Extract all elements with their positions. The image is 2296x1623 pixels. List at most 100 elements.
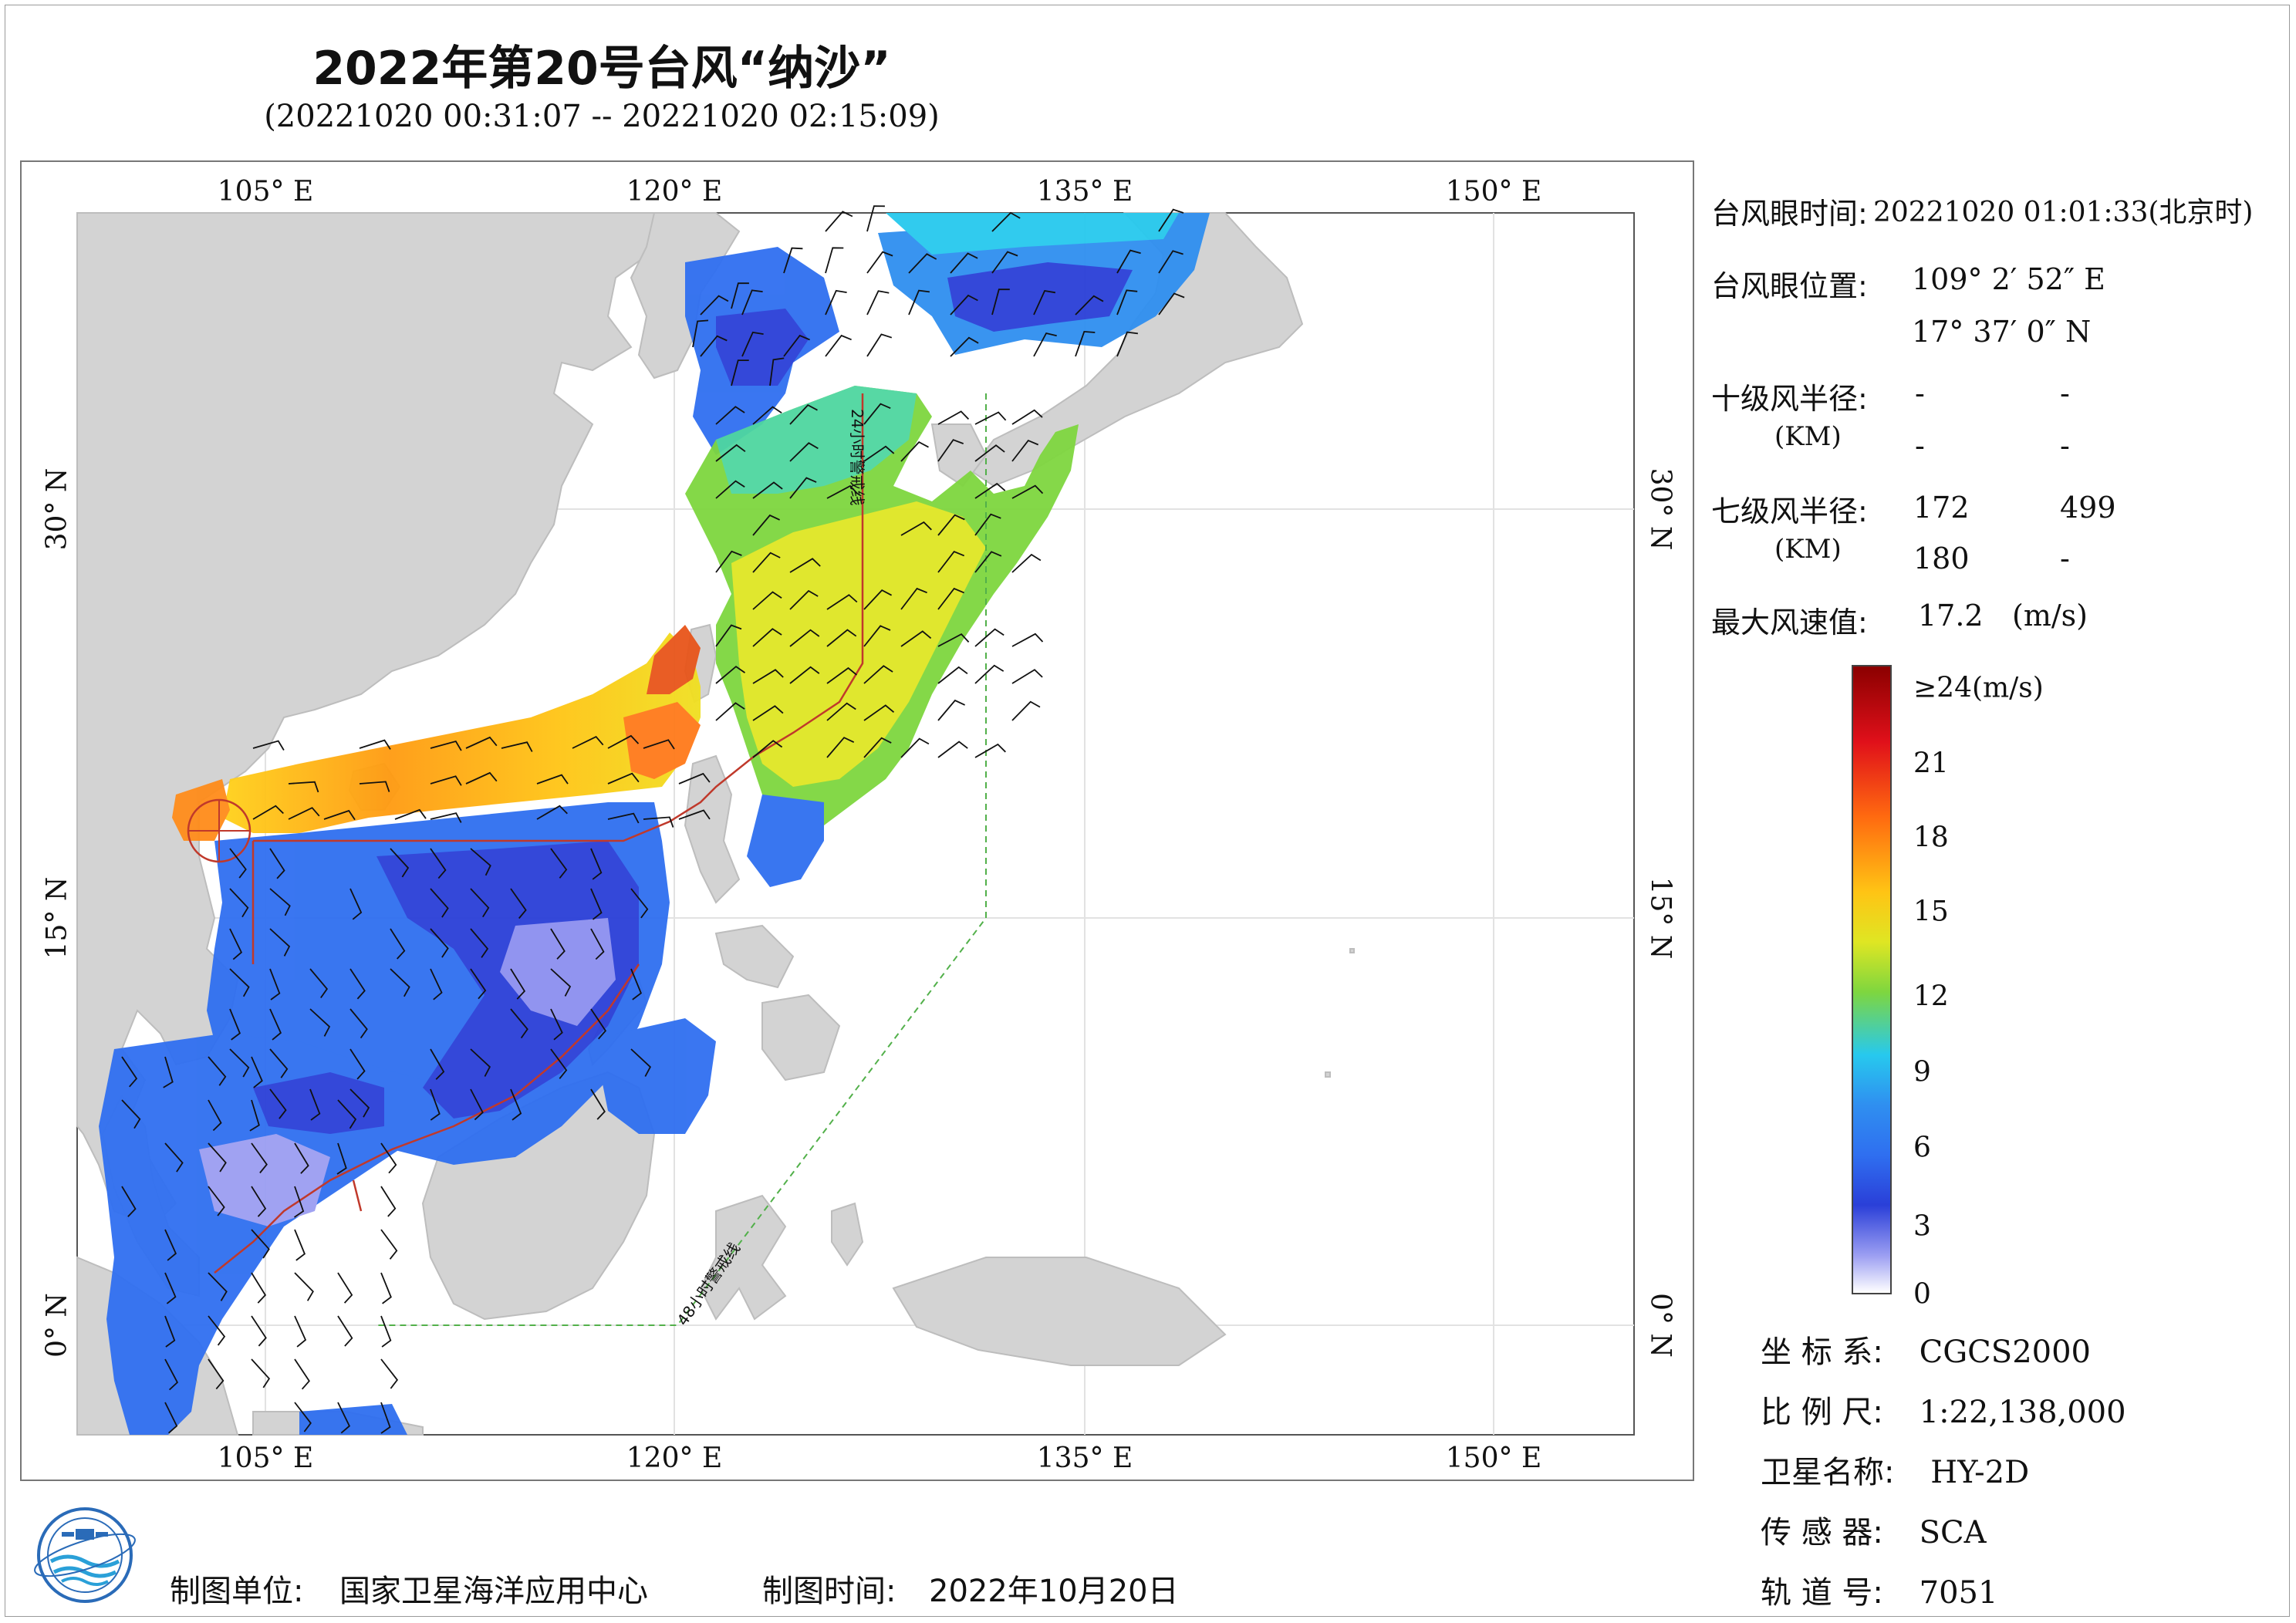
wind-barb — [863, 665, 893, 684]
wind-barb — [251, 1142, 268, 1174]
wind-barb — [349, 1048, 366, 1080]
wind-barb — [269, 928, 291, 957]
wind-barb — [789, 666, 820, 684]
wind-barb — [470, 888, 490, 918]
r10-value-ne: - — [1915, 376, 1925, 410]
wind-barb — [470, 928, 489, 958]
wind-swath-west — [172, 625, 701, 841]
wind-barb — [866, 290, 890, 315]
lon-tick-top-135: 135° E — [1036, 176, 1133, 208]
wind-barb — [430, 775, 462, 786]
wind-barb — [607, 812, 640, 824]
wind-barb — [715, 665, 746, 684]
wind-barb — [380, 1315, 392, 1348]
wind-barb — [1075, 330, 1096, 357]
wind-barb — [380, 1142, 397, 1174]
r10-value-se: - — [2060, 376, 2070, 410]
wind-barb — [430, 1048, 445, 1080]
wind-barb — [430, 848, 447, 879]
wind-barbs — [121, 205, 1185, 1434]
land-new-guinea — [892, 1257, 1227, 1366]
lat-tick-left-15: 15° N — [41, 876, 73, 960]
wind-barb — [121, 1099, 141, 1129]
wind-barb — [359, 781, 390, 792]
wind-barb — [269, 1008, 282, 1041]
warning-line-24h — [214, 393, 864, 1274]
wind-barb — [337, 1402, 351, 1434]
wind-barb — [731, 282, 749, 309]
wind-barb — [678, 809, 711, 820]
wind-barb — [715, 624, 742, 647]
wind-barb — [1011, 633, 1044, 647]
wind-barb — [288, 781, 319, 793]
wind-barb — [390, 848, 410, 878]
wind-barb — [826, 666, 857, 684]
wind-barb — [825, 289, 847, 315]
crs-label: 坐 标 系: — [1761, 1335, 1883, 1370]
wind-barb — [164, 1402, 178, 1434]
wind-barb — [208, 1186, 225, 1216]
wind-barb — [430, 928, 449, 958]
wind-barb — [789, 589, 819, 610]
r7-value-se: 499 — [2060, 491, 2116, 525]
wind-barb — [630, 968, 642, 1000]
wind-barb — [700, 335, 728, 357]
wind-barb — [789, 403, 818, 425]
wind-barb — [550, 928, 566, 960]
wind-barb — [590, 848, 603, 880]
wind-barb — [390, 968, 410, 997]
wind-barb — [789, 558, 821, 573]
wind-barb — [643, 816, 674, 828]
wind-barb — [163, 1056, 174, 1088]
wind-barb — [164, 1358, 179, 1391]
wind-barb — [1011, 484, 1044, 499]
wind-barb — [430, 888, 449, 918]
wind-barb — [349, 888, 363, 920]
wind-barb — [900, 521, 932, 536]
wind-barb — [1116, 331, 1139, 357]
map-subtitle: (20221020 00:31:07 -- 20221020 02:15:09) — [264, 99, 940, 134]
wind-barb — [590, 888, 603, 920]
wind-barb — [323, 809, 356, 821]
colorbar-label-12: 12 — [1913, 980, 1949, 1013]
wind-barb — [229, 888, 249, 918]
wind-barb — [501, 741, 533, 752]
wind-barb — [769, 357, 785, 386]
orbit-label: 轨 道 号: — [1761, 1575, 1883, 1611]
crs-row: 坐 标 系: CGCS2000 — [1761, 1327, 2091, 1372]
wind-barb — [937, 551, 965, 573]
wind-barb — [359, 739, 391, 750]
wind-barb — [715, 444, 746, 462]
map-svg[interactable]: 24小时警戒线 48小时警戒线 — [22, 162, 1693, 1480]
satellite-value: HY-2D — [1930, 1455, 2030, 1490]
colorbar-label-21: 21 — [1913, 747, 1949, 780]
wind-barb — [908, 253, 937, 274]
wind-barb — [550, 1008, 563, 1041]
r7-value-nw: - — [2060, 542, 2070, 575]
production-time-label: 制图时间: — [762, 1574, 896, 1609]
wind-barb — [700, 295, 729, 315]
wind-barb — [470, 1088, 484, 1121]
wind-barb — [208, 1272, 228, 1301]
wind-barb — [863, 589, 893, 610]
wind-barb — [309, 968, 329, 999]
production-time-value: 2022年10月20日 — [929, 1574, 1179, 1609]
wind-barb — [465, 771, 498, 785]
wind-barb — [337, 1315, 353, 1347]
scale-label: 比 例 尺: — [1761, 1395, 1883, 1430]
satellite-label: 卫星名称: — [1761, 1455, 1895, 1490]
colorbar-label-18: 18 — [1913, 822, 1949, 854]
wind-barb — [294, 1272, 314, 1301]
wind-barb — [380, 1272, 392, 1304]
wind-barb — [789, 442, 819, 462]
wind-swath-south — [99, 802, 716, 1435]
wind-barb — [863, 403, 891, 425]
wind-barb — [229, 928, 243, 960]
map-title: 2022年第20号台风“纳沙” — [312, 42, 891, 96]
wind-barb — [390, 928, 406, 960]
wind-barb — [863, 737, 892, 758]
wind-barb — [900, 587, 927, 610]
colorbar — [1852, 665, 1892, 1294]
wind-barb — [208, 1358, 225, 1390]
wind-barb — [164, 1142, 184, 1173]
